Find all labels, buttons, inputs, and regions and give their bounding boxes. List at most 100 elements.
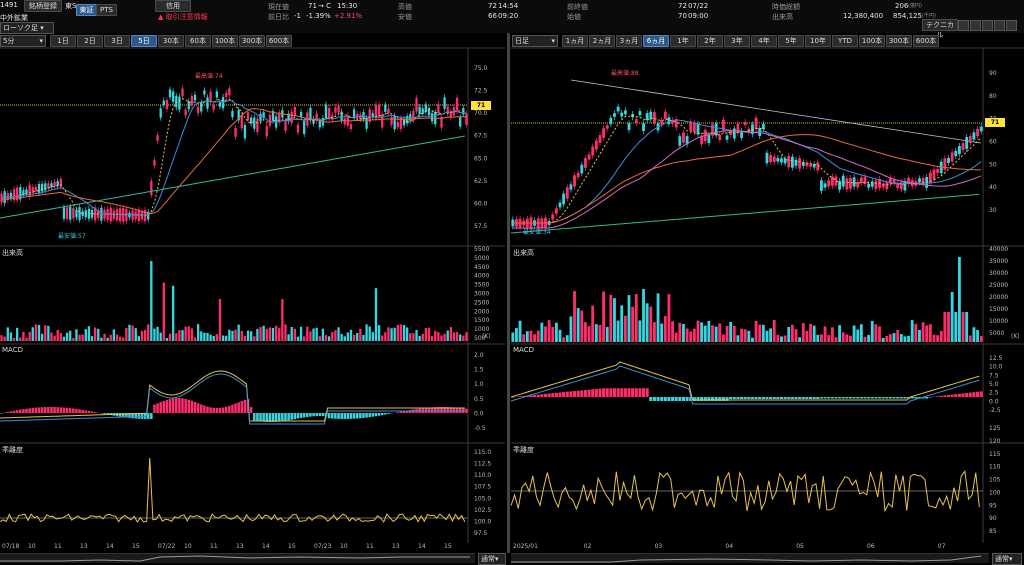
left-volume-bar — [57, 330, 59, 341]
pane-splitter[interactable] — [507, 33, 510, 553]
register-button[interactable]: 銘柄登録 — [24, 0, 62, 12]
tab-pts[interactable]: PTS — [96, 4, 117, 16]
left-macd-bar — [212, 408, 215, 413]
left-candle — [291, 112, 293, 123]
right-range-8[interactable]: 5年 — [778, 35, 804, 47]
right-volume-bar — [845, 334, 848, 342]
left-macd-bar — [184, 399, 187, 413]
left-range-6[interactable]: 100本 — [212, 35, 238, 47]
left-macd-bar — [315, 413, 318, 416]
right-range-10[interactable]: YTD — [832, 35, 858, 47]
right-range-7[interactable]: 4年 — [751, 35, 777, 47]
left-volume-bar — [297, 337, 299, 341]
left-interval-select[interactable]: 5分▾ — [0, 35, 46, 47]
left-volume-bar — [278, 328, 280, 341]
right-scroll-mode-select[interactable]: 通常▾ — [992, 553, 1022, 565]
right-macd-bar — [740, 397, 743, 399]
left-volume-bar — [225, 336, 227, 341]
left-scroll-mode-select[interactable]: 通常▾ — [478, 553, 506, 565]
right-candle — [559, 203, 562, 208]
right-volume-bar — [958, 257, 961, 342]
right-range-6[interactable]: 3年 — [724, 35, 750, 47]
right-candle — [689, 122, 692, 131]
right-range-1[interactable]: 2ヵ月 — [589, 35, 615, 47]
right-volume-bar — [758, 325, 761, 342]
technical-button[interactable]: テクニカル — [922, 19, 958, 31]
left-macd-bar — [166, 400, 169, 413]
left-volume-bar — [262, 326, 264, 341]
right-range-4[interactable]: 1年 — [670, 35, 696, 47]
right-macd-bar — [958, 394, 961, 397]
right-macd-bar — [744, 397, 747, 399]
left-volume-bar — [166, 338, 168, 341]
left-volume-bar — [110, 335, 112, 341]
right-volume-bar — [791, 325, 794, 342]
left-volume-bar — [244, 336, 246, 341]
right-candle — [845, 178, 848, 189]
right-range-2[interactable]: 3ヵ月 — [616, 35, 642, 47]
left-candle — [294, 107, 296, 116]
left-range-8[interactable]: 600本 — [266, 35, 292, 47]
left-kairi-tick: 97.5 — [474, 530, 488, 537]
right-range-5[interactable]: 2年 — [697, 35, 723, 47]
right-volume-bar — [671, 321, 674, 342]
right-vol-tick: 20000 — [989, 294, 1008, 301]
right-x-label: 02 — [584, 543, 592, 550]
left-candle — [178, 97, 180, 110]
right-volume-bar — [776, 335, 779, 342]
right-range-13[interactable]: 600本 — [913, 35, 939, 47]
credit-button[interactable]: 信用 — [155, 0, 191, 12]
right-interval-select[interactable]: 日足▾ — [512, 35, 558, 47]
left-range-7[interactable]: 300本 — [239, 35, 265, 47]
right-range-3[interactable]: 6ヵ月 — [643, 35, 669, 47]
right-volume-bar — [726, 326, 729, 342]
pencil-icon[interactable] — [958, 20, 969, 31]
left-macd-bar — [78, 409, 81, 413]
left-macd-bar — [69, 408, 72, 413]
left-range-3[interactable]: 5日 — [131, 35, 157, 47]
tab-tse[interactable]: 東証 — [76, 4, 97, 16]
right-range-11[interactable]: 100本 — [859, 35, 885, 47]
right-macd-bar — [620, 388, 623, 397]
crosshair-icon[interactable] — [982, 20, 993, 31]
right-volume-bar — [773, 320, 776, 342]
low-time: 09:20 — [498, 12, 518, 20]
layout-icon[interactable] — [994, 20, 1005, 31]
left-macd-bar — [172, 398, 175, 413]
left-range-0[interactable]: 1日 — [50, 35, 76, 47]
right-volume-bar — [900, 334, 903, 342]
right-range-9[interactable]: 10年 — [805, 35, 831, 47]
right-range-0[interactable]: 1ヵ月 — [562, 35, 588, 47]
right-volume-bar — [816, 335, 819, 342]
warning-notice[interactable]: ▲ 取引注意情報 — [158, 12, 208, 22]
right-chart[interactable]: 9080706050403040000350003000025000200001… — [511, 48, 1024, 553]
left-macd-bar — [365, 413, 368, 418]
settings-icon[interactable] — [1006, 20, 1017, 31]
left-range-4[interactable]: 30本 — [158, 35, 184, 47]
right-volume-bar — [795, 329, 798, 342]
left-x-label: 07/18 — [2, 543, 19, 550]
left-macd-bar — [200, 404, 203, 413]
left-range-5[interactable]: 60本 — [185, 35, 211, 47]
left-volume-bar — [35, 324, 37, 341]
left-candle — [425, 105, 427, 112]
prev-close-value: 72 — [678, 2, 687, 10]
left-range-1[interactable]: 2日 — [77, 35, 103, 47]
right-macd-bar — [874, 397, 877, 399]
right-range-12[interactable]: 300本 — [886, 35, 912, 47]
left-chart-scrollbar[interactable] — [0, 553, 475, 563]
right-candle — [635, 119, 638, 123]
left-kairi-tick: 107.5 — [474, 484, 491, 491]
left-macd-bar — [16, 410, 19, 413]
chart-type-select[interactable]: ローソク足 ▾ — [0, 22, 54, 34]
left-macd-bar — [32, 408, 35, 413]
right-volume-bar — [526, 331, 529, 342]
right-macd-bar — [863, 397, 866, 399]
right-macd-bar — [617, 388, 620, 397]
right-chart-scrollbar[interactable] — [511, 553, 989, 563]
trendline-icon[interactable] — [970, 20, 981, 31]
left-range-2[interactable]: 3日 — [104, 35, 130, 47]
left-volume-bar — [459, 334, 461, 341]
left-volume-bar — [178, 330, 180, 341]
